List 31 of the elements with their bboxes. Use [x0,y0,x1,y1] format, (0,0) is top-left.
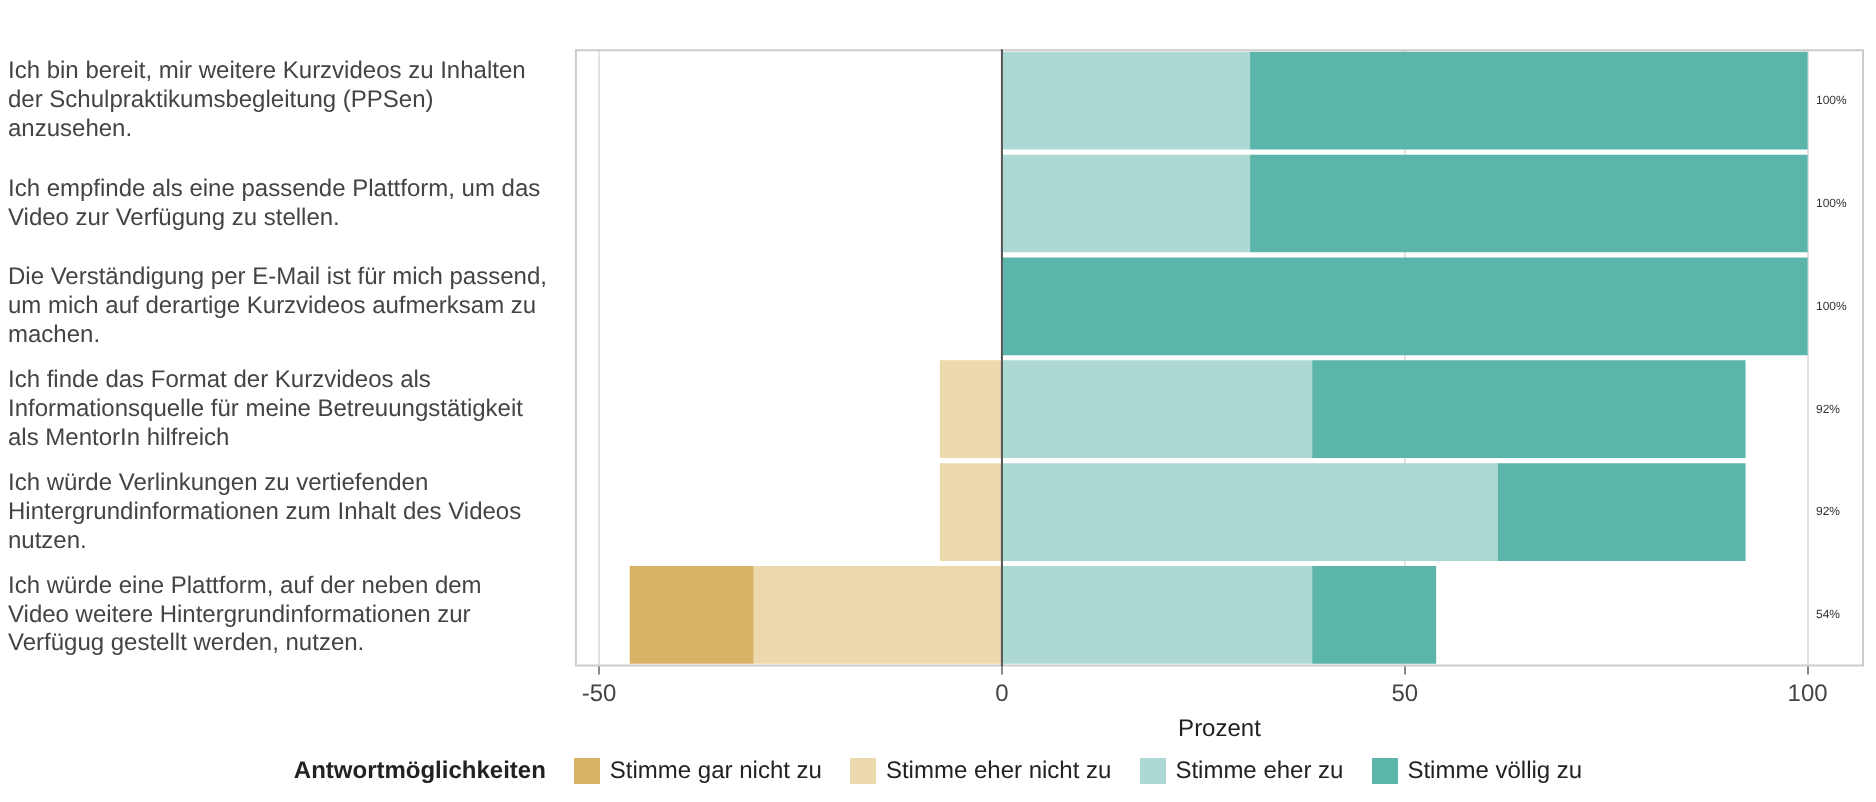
y-tick-label: Die Verständigung per E-Mail ist für mich passend, um mich auf derartige Kurzvideos aufmerksam zu machen. [8,262,547,348]
y-tick-label: Ich empfinde als eine passende Plattform, um das Video zur Verfügung zu stellen. [8,173,541,231]
bar [1312,360,1746,459]
x-tick-label: 0 [995,679,1010,708]
x-tick-label: 50 [1391,679,1419,708]
bar [1497,463,1746,561]
legend-title: Antwortmöglichkeiten [293,756,546,784]
x-tick-label: -50 [581,679,618,708]
legend-label: Stimme gar nicht zu [609,756,822,784]
bar [1002,463,1498,561]
legend-label: Stimme eher nicht zu [885,756,1112,784]
bar [753,566,1001,664]
legend-label: Stimme völlig zu [1407,756,1583,784]
bar [1250,51,1808,150]
bar [1002,257,1808,356]
bar [1312,566,1437,664]
x-axis-title: Prozent [1178,714,1263,743]
bar [939,360,1001,459]
y-tick-label: Ich würde eine Plattform, auf der neben dem Video weitere Hintergrundinformationen zur Verfügug gestellt werden, nutzen. [8,570,482,657]
bar [939,463,1001,561]
legend-label: Stimme eher zu [1175,756,1344,784]
bar [1002,154,1251,253]
bar [1002,360,1313,459]
bar [1002,51,1251,150]
y-tick-label: Ich würde Verlinkungen zu vertiefenden Hintergrundinformationen zum Inhalt des Videos nutzen. [8,467,522,554]
bar [1002,566,1313,664]
bar [1250,154,1808,253]
y-tick-label: Ich bin bereit, mir weitere Kurzvideos zu Inhalten der Schulpraktikumsbegleitung (PPSen) anzusehen. [8,56,526,143]
x-tick-label: 100 [1787,679,1829,708]
bar [629,566,754,664]
y-tick-label: Ich finde das Format der Kurzvideos als Informationsquelle für meine Betreuungstätigkeit als MentorIn hilfreich [8,365,525,451]
